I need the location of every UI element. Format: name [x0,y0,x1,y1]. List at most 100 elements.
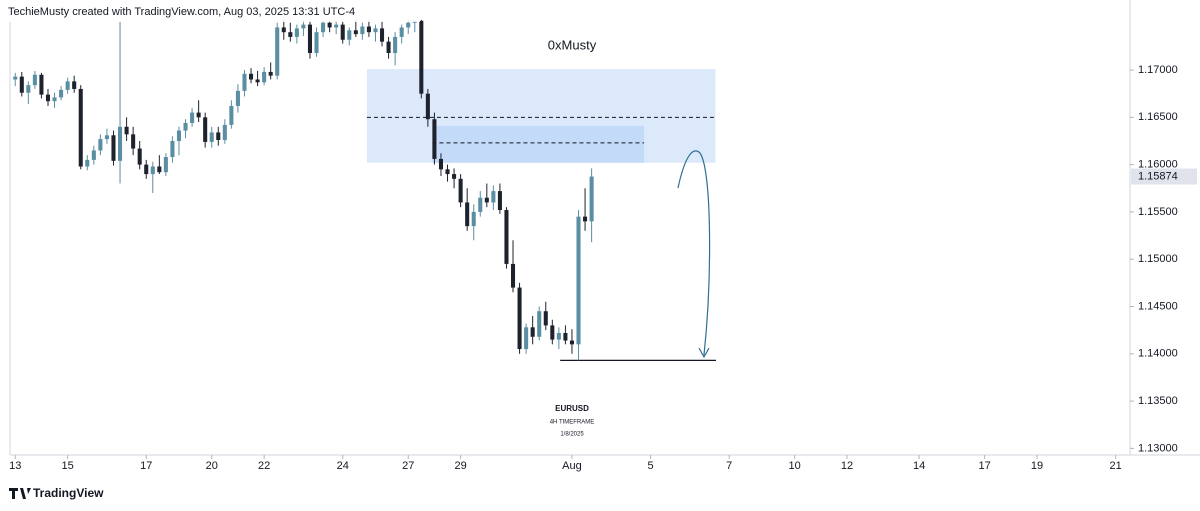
candle-body [334,24,339,28]
candle-body [275,27,280,76]
y-tick-label: 1.13000 [1138,442,1178,454]
candle-body [576,216,581,345]
candle-body [563,332,568,341]
candle-body [176,130,182,141]
x-tick-label: 13 [9,460,21,472]
last-price-box [1131,168,1197,185]
candle-body [294,28,299,37]
candle-body [72,81,77,89]
candle-body [196,112,201,118]
candle-body [399,27,404,37]
y-tick-label: 1.15000 [1138,253,1178,265]
x-tick-label: 14 [913,460,925,472]
candle-body [13,76,18,80]
x-tick-label: 5 [647,460,653,472]
x-tick-label: 10 [789,460,801,472]
x-tick-label: 17 [978,460,990,472]
candle-body [242,73,247,91]
candle-body [301,24,306,29]
candle-body [445,169,450,175]
candle-body [19,76,24,93]
candle-body [327,22,332,28]
candle-body [52,97,57,102]
candle-body [85,159,90,167]
x-tick-label: 20 [206,460,218,472]
candle-body [347,30,352,40]
candle-body [118,126,123,161]
candle-body [353,30,358,35]
candle-body [137,148,142,165]
y-tick-label: 1.16000 [1138,159,1178,171]
y-tick-label: 1.17000 [1138,64,1178,76]
candle-body [393,36,398,53]
x-tick-label: 22 [258,460,270,472]
candle-body [425,93,430,120]
candle-body [45,94,51,102]
candle-body [458,178,463,203]
candle-body [222,124,227,141]
candle-body [484,197,489,203]
candle-body [209,132,214,142]
candle-body [203,117,208,142]
candle-body [471,211,476,227]
candle-body [98,139,103,151]
author-label: 0xMusty [548,37,597,52]
candle-body [150,166,155,175]
candle-body [432,119,437,159]
plot-area [13,19,717,362]
candle-body [386,41,391,53]
candle-body [124,126,129,135]
x-tick-label: 24 [337,460,349,472]
candle-body [321,22,326,33]
candle-body [543,311,548,326]
candle-body [517,287,522,350]
candle-body [262,71,267,83]
candle-body [340,24,345,40]
candle-body [524,327,529,350]
candle-body [373,28,378,33]
candle-body [406,22,411,28]
candle-body [248,73,254,80]
candle-body [190,112,195,123]
x-tick-label: 17 [140,460,152,472]
candle-body [26,85,31,93]
candle-body [170,140,175,158]
candle-body [360,26,365,35]
x-tick-label: 27 [402,460,414,472]
y-tick-label: 1.16500 [1138,111,1178,123]
candle-body [216,132,221,141]
candle-body [78,88,83,167]
candle-body [229,105,234,125]
arrow-head [698,347,710,359]
x-tick-label: Aug [562,460,582,472]
zone [432,125,645,163]
symbol-label: EURUSD [555,404,589,413]
candle-body [589,176,594,222]
candle-body [163,157,168,173]
candle-body [307,24,313,53]
candle-body [157,166,162,173]
candle-body [235,90,240,106]
candle-body [288,32,293,37]
candle-body [465,202,470,227]
candle-body [478,197,483,212]
date-label: 1/8/2025 [560,432,584,438]
x-tick-label: 21 [1109,460,1121,472]
y-tick-label: 1.15500 [1138,206,1178,218]
candle-body [491,191,496,203]
candle-body [569,340,574,345]
candle-body [281,27,286,33]
timeframe-label: 4H TIMEFRAME [550,420,595,426]
tv-logo [9,488,31,499]
candle-body [366,26,371,33]
candle-body [131,134,136,149]
candle-body [255,79,260,83]
candle-body [583,216,588,222]
last-price-label: 1.15874 [1138,170,1178,182]
candle-body [65,81,70,90]
header-bg [0,0,420,22]
x-tick-label: 7 [726,460,732,472]
header: TechieMusty created with TradingView.com… [8,6,355,18]
candle-body [379,28,385,42]
